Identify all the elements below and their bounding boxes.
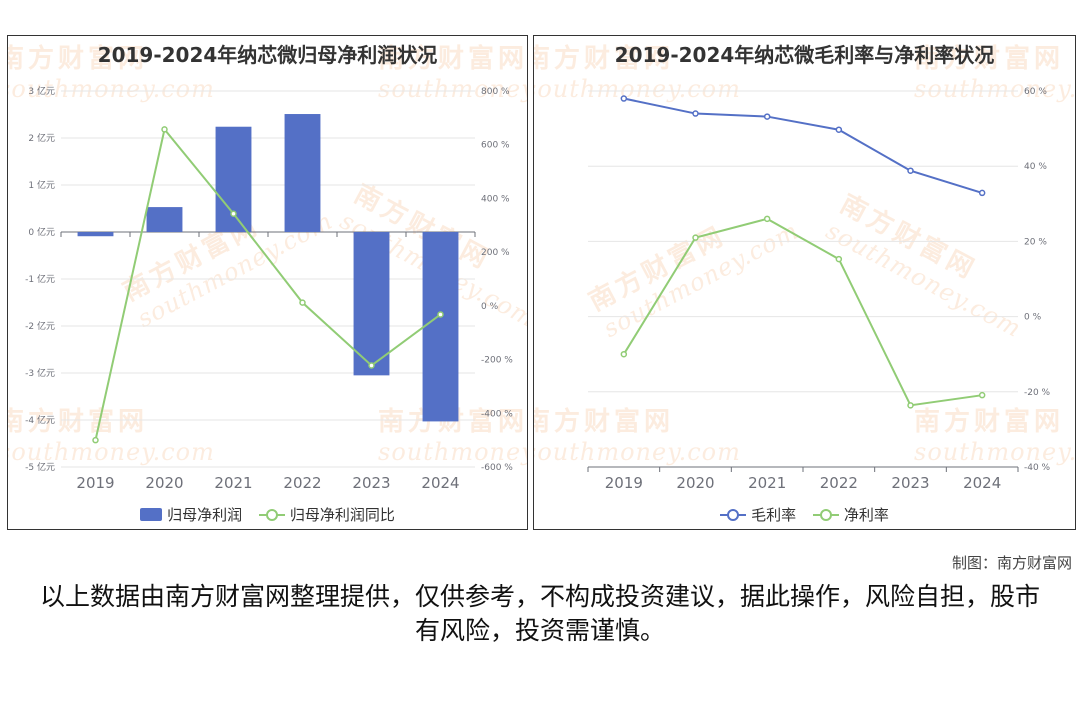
y-right-tick-label: -20 % [1024,388,1051,398]
data-point [907,167,914,174]
data-point [92,436,99,444]
chart-title: 2019-2024年纳芯微毛利率与净利率状况 [614,43,995,67]
x-tick-label: 2019 [605,474,643,492]
bar [422,232,459,422]
legend-item-gross-margin[interactable]: 毛利率 [720,504,796,525]
y-right-tick-label: 800 % [481,87,510,97]
x-tick-label: 2019 [76,474,114,492]
y-right-tick-label: 600 % [481,141,510,151]
bar-swatch-icon [140,508,163,521]
x-tick-label: 2022 [820,474,858,492]
y-left-tick-label: -2 亿元 [25,320,55,332]
y-right-tick-label: 40 % [1024,162,1047,172]
y-left-tick-label: 3 亿元 [28,85,55,97]
y-right-tick-label: 0 % [481,302,499,312]
line-swatch-icon [258,508,285,522]
x-tick-label: 2020 [676,474,714,492]
x-tick-label: 2024 [421,474,459,492]
y-right-tick-label: -200 % [481,356,513,366]
data-point [620,350,628,358]
y-right-tick-label: 20 % [1024,237,1047,247]
y-left-tick-label: -5 亿元 [25,461,55,473]
net-profit-chart: 3 亿元 2 亿元 1 亿元 0 亿元 -1 亿元 -2 亿元 -3 亿元 -4 亿元 -5 亿… [25,85,513,492]
disclaimer-text: 以上数据由南方财富网整理提供，仅供参考，不构成投资建议，据此操作，风险自担，股市… [40,582,1041,645]
data-point [692,234,699,241]
data-point [299,299,306,306]
x-tick-label: 2020 [145,474,183,492]
data-point [230,210,237,217]
x-tick-label: 2023 [352,474,390,492]
y-right-tick-label: -40 % [1024,463,1051,473]
series-line [622,217,983,407]
chart-legend: 归母净利润 归母净利润同比 [8,504,527,525]
data-point [161,126,168,133]
y-left-tick-label: -3 亿元 [25,367,55,379]
chart-legend: 毛利率 净利率 [534,504,1075,525]
x-tick-label: 2022 [283,474,321,492]
data-point [620,95,628,102]
bar [353,232,390,376]
legend-item-net-profit[interactable]: 归母净利润 [140,504,242,525]
data-point [692,110,699,117]
line-swatch-icon [812,508,839,522]
data-point [835,255,843,263]
y-right-tick-label: 0 % [1024,313,1042,323]
y-right-tick-label: -400 % [481,409,513,419]
legend-item-net-profit-yoy[interactable]: 归母净利润同比 [258,504,395,525]
chart-title: 2019-2024年纳芯微归母净利润状况 [97,43,438,67]
y-left-tick-label: -1 亿元 [25,273,55,285]
y-right-tick-label: 60 % [1024,87,1047,97]
series-line [623,97,983,194]
data-point [763,215,771,223]
data-point [437,311,444,318]
y-right-tick-label: 400 % [481,194,510,204]
y-right-tick-label: -600 % [481,463,513,473]
data-point [835,126,843,133]
x-tick-label: 2023 [891,474,929,492]
bar [146,207,183,232]
margin-chart: 60 % 40 % 20 % 0 % -20 % -40 % 2019 2020 2021 202… [587,87,1051,492]
y-left-tick-label: 0 亿元 [28,226,55,238]
data-point [907,402,914,409]
bar [284,114,321,232]
data-point [763,113,771,120]
y-left-tick-label: -4 亿元 [25,414,55,426]
data-point [978,189,986,197]
chart-credit: 制图：南方财富网 [951,554,1072,572]
legend-item-net-margin[interactable]: 净利率 [812,504,889,525]
data-point [978,391,986,399]
x-tick-label: 2021 [748,474,786,492]
y-left-tick-label: 1 亿元 [28,179,55,191]
y-left-tick-label: 2 亿元 [28,132,55,144]
bar [77,232,114,237]
data-point [368,362,375,369]
series-line [94,127,442,441]
x-tick-label: 2024 [963,474,1001,492]
y-right-tick-label: 200 % [481,248,510,258]
line-swatch-icon [720,508,747,522]
x-tick-label: 2021 [214,474,252,492]
